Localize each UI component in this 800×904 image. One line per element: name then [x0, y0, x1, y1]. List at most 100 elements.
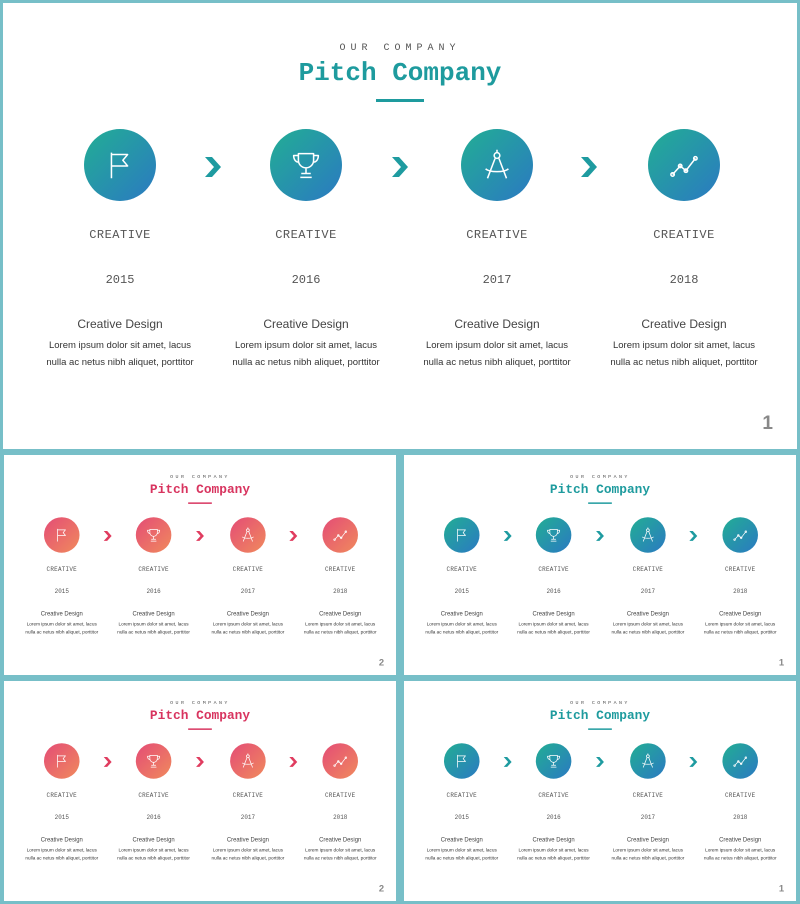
- step-text: Lorem ipsum dolor sit amet, lacus nulla …: [211, 847, 285, 862]
- step-text: Lorem ipsum dolor sit amet, lacus nulla …: [117, 621, 190, 636]
- line-chart-icon: [722, 743, 758, 779]
- step-label: CREATIVE: [232, 792, 264, 799]
- slide-title: Pitch Company: [549, 482, 651, 497]
- step-heading: Creative Design: [454, 317, 540, 331]
- step-text: Lorem ipsum dolor sit amet, lacus nulla …: [610, 340, 758, 368]
- step-label: CREATIVE: [138, 566, 169, 573]
- chevron-right-icon: [196, 531, 204, 541]
- page-number: 2: [378, 883, 385, 894]
- chevron-right-icon: [689, 531, 698, 541]
- slide-title: Pitch Company: [298, 58, 502, 88]
- step-label: CREATIVE: [232, 566, 264, 573]
- slide-thumbnail[interactable]: OUR COMPANY Pitch Company CREATIVE 2015 …: [4, 455, 396, 675]
- slide-thumbnail[interactable]: OUR COMPANY Pitch Company CREATIVE 2015 …: [404, 681, 796, 901]
- step-label: CREATIVE: [538, 566, 569, 573]
- chevron-right-icon: [289, 757, 298, 767]
- slide-kicker: OUR COMPANY: [170, 700, 230, 707]
- slide-main[interactable]: OUR COMPANY Pitch Company CREATIVE 2015 …: [3, 3, 797, 449]
- page-number: 1: [762, 413, 773, 434]
- timeline-step: CREATIVE 2017 Creative Design Lorem ipsu…: [599, 455, 698, 675]
- step-text: Lorem ipsum dolor sit amet, lacus nulla …: [425, 621, 499, 636]
- slide-title: Pitch Company: [149, 482, 251, 497]
- chevron-right-icon: [581, 157, 597, 177]
- step-text: Lorem ipsum dolor sit amet, lacus nulla …: [517, 621, 590, 636]
- slide-content: OUR COMPANY Pitch Company CREATIVE 2015 …: [3, 3, 797, 449]
- timeline-step: CREATIVE 2018 Creative Design Lorem ipsu…: [291, 455, 390, 675]
- step-year: 2016: [146, 814, 161, 822]
- step-label: CREATIVE: [724, 566, 756, 573]
- chevron-right-icon: [503, 757, 512, 767]
- timeline-step: CREATIVE 2016 Creative Design Lorem ipsu…: [504, 455, 603, 675]
- step-heading: Creative Design: [440, 610, 483, 617]
- trophy-icon: [270, 129, 342, 201]
- step-year: 2016: [546, 814, 561, 822]
- step-text: Lorem ipsum dolor sit amet, lacus nulla …: [25, 621, 99, 636]
- step-heading: Creative Design: [132, 836, 175, 843]
- title-underline: [188, 728, 212, 730]
- timeline-step: CREATIVE 2016 Creative Design Lorem ipsu…: [104, 681, 203, 901]
- slide-thumbnail[interactable]: OUR COMPANY Pitch Company CREATIVE 2015 …: [4, 681, 396, 901]
- chevron-right-icon: [392, 157, 408, 177]
- timeline-step: CREATIVE 2018 Creative Design Lorem ipsu…: [584, 3, 784, 449]
- step-heading: Creative Design: [40, 610, 83, 617]
- step-year: 2015: [454, 588, 469, 596]
- step-text: Lorem ipsum dolor sit amet, lacus nulla …: [703, 847, 777, 862]
- step-text: Lorem ipsum dolor sit amet, lacus nulla …: [303, 847, 377, 862]
- step-label: CREATIVE: [466, 228, 528, 242]
- title-underline: [188, 502, 212, 504]
- step-heading: Creative Design: [626, 836, 669, 843]
- step-label: CREATIVE: [538, 792, 569, 799]
- page-number: 1: [778, 883, 785, 894]
- step-year: 2015: [105, 273, 135, 287]
- step-heading: Creative Design: [319, 836, 362, 843]
- step-label: CREATIVE: [138, 792, 169, 799]
- compass-icon: [630, 743, 666, 779]
- step-heading: Creative Design: [40, 836, 83, 843]
- timeline-step: CREATIVE 2015 Creative Design Lorem ipsu…: [412, 455, 511, 675]
- timeline-step: CREATIVE 2017 Creative Design Lorem ipsu…: [599, 681, 698, 901]
- step-text: Lorem ipsum dolor sit amet, lacus nulla …: [211, 621, 285, 636]
- step-heading: Creative Design: [440, 836, 483, 843]
- chevron-right-icon: [103, 531, 112, 541]
- timeline-step: CREATIVE 2018 Creative Design Lorem ipsu…: [291, 681, 390, 901]
- trophy-icon: [535, 743, 572, 779]
- line-chart-icon: [648, 129, 720, 201]
- slide-kicker: OUR COMPANY: [570, 700, 630, 707]
- trophy-icon: [135, 517, 172, 553]
- step-label: CREATIVE: [89, 228, 151, 242]
- page-number: 2: [378, 657, 385, 668]
- step-text: Lorem ipsum dolor sit amet, lacus nulla …: [303, 621, 377, 636]
- step-heading: Creative Design: [263, 317, 349, 331]
- timeline-step: CREATIVE 2017 Creative Design Lorem ipsu…: [199, 681, 298, 901]
- title-underline: [376, 99, 424, 102]
- chevron-right-icon: [289, 531, 298, 541]
- timeline-step: CREATIVE 2015 Creative Design Lorem ipsu…: [20, 3, 220, 449]
- step-heading: Creative Design: [719, 610, 762, 617]
- step-text: Lorem ipsum dolor sit amet, lacus nulla …: [703, 621, 777, 636]
- line-chart-icon: [722, 517, 758, 553]
- step-year: 2017: [240, 588, 256, 596]
- step-year: 2016: [146, 588, 161, 596]
- step-text: Lorem ipsum dolor sit amet, lacus nulla …: [425, 847, 499, 862]
- chevron-right-icon: [205, 157, 221, 177]
- step-text: Lorem ipsum dolor sit amet, lacus nulla …: [611, 621, 685, 636]
- title-underline: [588, 502, 612, 504]
- timeline-step: CREATIVE 2018 Creative Design Lorem ipsu…: [691, 681, 790, 901]
- step-label: CREATIVE: [275, 228, 337, 242]
- step-label: CREATIVE: [324, 566, 356, 573]
- chevron-right-icon: [689, 757, 698, 767]
- flag-icon: [43, 743, 80, 779]
- step-heading: Creative Design: [226, 836, 269, 843]
- step-year: 2018: [669, 273, 699, 287]
- step-year: 2016: [291, 273, 321, 287]
- line-chart-icon: [322, 517, 358, 553]
- compass-icon: [461, 129, 533, 201]
- step-label: CREATIVE: [446, 792, 477, 799]
- step-heading: Creative Design: [641, 317, 727, 331]
- step-text: Lorem ipsum dolor sit amet, lacus nulla …: [611, 847, 685, 862]
- trophy-icon: [535, 517, 572, 553]
- page-number: 1: [778, 657, 785, 668]
- compass-icon: [230, 517, 266, 553]
- slide-thumbnail[interactable]: OUR COMPANY Pitch Company CREATIVE 2015 …: [404, 455, 796, 675]
- timeline-step: CREATIVE 2015 Creative Design Lorem ipsu…: [412, 681, 511, 901]
